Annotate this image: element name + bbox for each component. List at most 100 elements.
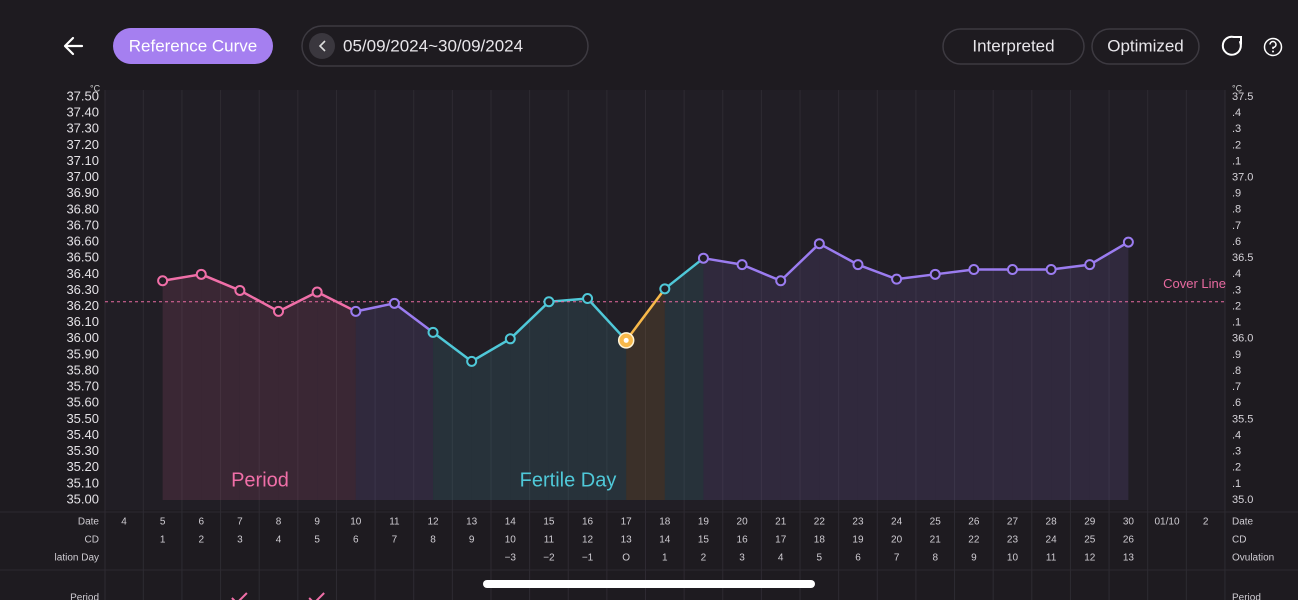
area-segment <box>973 269 1013 500</box>
x-tick-label: 22 <box>814 517 826 528</box>
area-segment <box>780 243 820 500</box>
area-fill <box>664 258 704 500</box>
interpreted-button[interactable]: Interpreted <box>942 28 1085 65</box>
data-point <box>273 305 285 317</box>
row-value: 1 <box>160 535 166 546</box>
x-tick-label: 9 <box>314 517 320 528</box>
row-label: lation Day <box>55 553 99 564</box>
data-point <box>852 259 864 271</box>
data-point <box>813 238 825 250</box>
line-segment <box>509 300 550 340</box>
row-label: Date <box>78 517 100 528</box>
x-tick-label: 18 <box>659 517 671 528</box>
area-fill <box>471 338 511 500</box>
data-point <box>157 275 169 287</box>
area-fill <box>548 298 588 500</box>
area-segment <box>664 258 704 500</box>
y-tick-label: 35.30 <box>66 443 99 458</box>
row-value: 11 <box>1046 553 1057 564</box>
row-value: 4 <box>276 535 282 546</box>
row-value: 9 <box>469 535 475 546</box>
x-tick-label: 17 <box>621 517 633 528</box>
x-tick-label: 10 <box>350 517 362 528</box>
optimized-button[interactable]: Optimized <box>1091 28 1200 65</box>
data-point <box>234 284 246 296</box>
data-point <box>891 273 903 285</box>
y2-tick-label: .6 <box>1232 397 1241 409</box>
back-button[interactable] <box>63 36 84 56</box>
row-value: 4 <box>778 553 784 564</box>
line-segment <box>779 242 821 282</box>
row-value: 15 <box>698 535 710 546</box>
line-segment <box>586 297 628 342</box>
area-segment <box>935 269 974 500</box>
annotation: Fertile Day <box>520 469 617 491</box>
row-label: CD <box>1232 535 1246 546</box>
line-segment <box>896 273 936 281</box>
line-segment <box>1089 241 1130 266</box>
y2-tick-label: .4 <box>1232 429 1241 441</box>
row-value: 24 <box>1046 535 1058 546</box>
data-point <box>504 333 516 345</box>
area-segment <box>317 292 356 500</box>
help-button[interactable] <box>1263 37 1283 57</box>
data-point <box>1006 263 1018 275</box>
y-tick-label: 36.20 <box>66 298 99 313</box>
y2-tick-label: .1 <box>1232 155 1241 167</box>
x-tick-label: 19 <box>698 517 710 528</box>
row-value: 8 <box>932 553 938 564</box>
y2-tick-label: .4 <box>1232 268 1241 280</box>
cover-line-label: Cover Line <box>1163 276 1226 291</box>
data-point <box>195 268 207 280</box>
date-range-selector[interactable]: 05/09/2024~30/09/2024 <box>301 25 589 67</box>
x-tick-label: 5 <box>160 517 166 528</box>
x-tick-label: 2 <box>1203 517 1209 528</box>
y-tick-label: 36.80 <box>66 201 99 216</box>
y-tick-label: 37.50 <box>66 88 99 103</box>
data-point <box>388 297 400 309</box>
y2-tick-label: .3 <box>1232 123 1241 135</box>
area-fill <box>780 243 820 500</box>
x-tick-label: 6 <box>198 517 204 528</box>
row-value: 17 <box>775 535 787 546</box>
line-segment <box>625 288 666 342</box>
row-value: 12 <box>1084 553 1096 564</box>
y2-tick-label: .9 <box>1232 188 1241 200</box>
row-value: 16 <box>737 535 749 546</box>
area-fill <box>819 243 858 500</box>
y-tick-label: 35.20 <box>66 459 99 474</box>
line-segment <box>818 242 859 266</box>
row-value: −1 <box>582 553 594 564</box>
row-value: 26 <box>1123 535 1135 546</box>
area-fill <box>162 274 202 500</box>
area-segment <box>162 274 202 500</box>
y2-tick-label: .3 <box>1232 284 1241 296</box>
x-tick-label: 16 <box>582 517 594 528</box>
reference-curve-button[interactable]: Reference Curve <box>113 28 273 64</box>
y2-tick-label: 35.5 <box>1232 413 1253 425</box>
y-tick-label: 37.20 <box>66 137 99 152</box>
line-segment <box>935 268 975 276</box>
x-tick-label: 28 <box>1046 517 1058 528</box>
y2-tick-label: 37.5 <box>1232 91 1253 103</box>
refresh-button[interactable] <box>1221 35 1242 56</box>
row-value: 9 <box>971 553 977 564</box>
area-fill <box>935 269 974 500</box>
row-label: Date <box>1232 517 1254 528</box>
area-fill <box>1051 264 1090 500</box>
line-segment <box>703 256 743 266</box>
y2-tick-label: .4 <box>1232 107 1241 119</box>
x-tick-label: 20 <box>737 517 749 528</box>
row-value: 10 <box>1007 553 1019 564</box>
row-value: 7 <box>392 535 398 546</box>
area-segment <box>239 290 279 500</box>
area-fill <box>896 274 936 500</box>
row-value: 2 <box>701 553 707 564</box>
ovulation-point-center <box>623 337 629 343</box>
x-tick-label: 7 <box>237 517 243 528</box>
data-point <box>697 252 709 264</box>
area-fill <box>587 298 627 500</box>
row-value: 5 <box>817 553 823 564</box>
